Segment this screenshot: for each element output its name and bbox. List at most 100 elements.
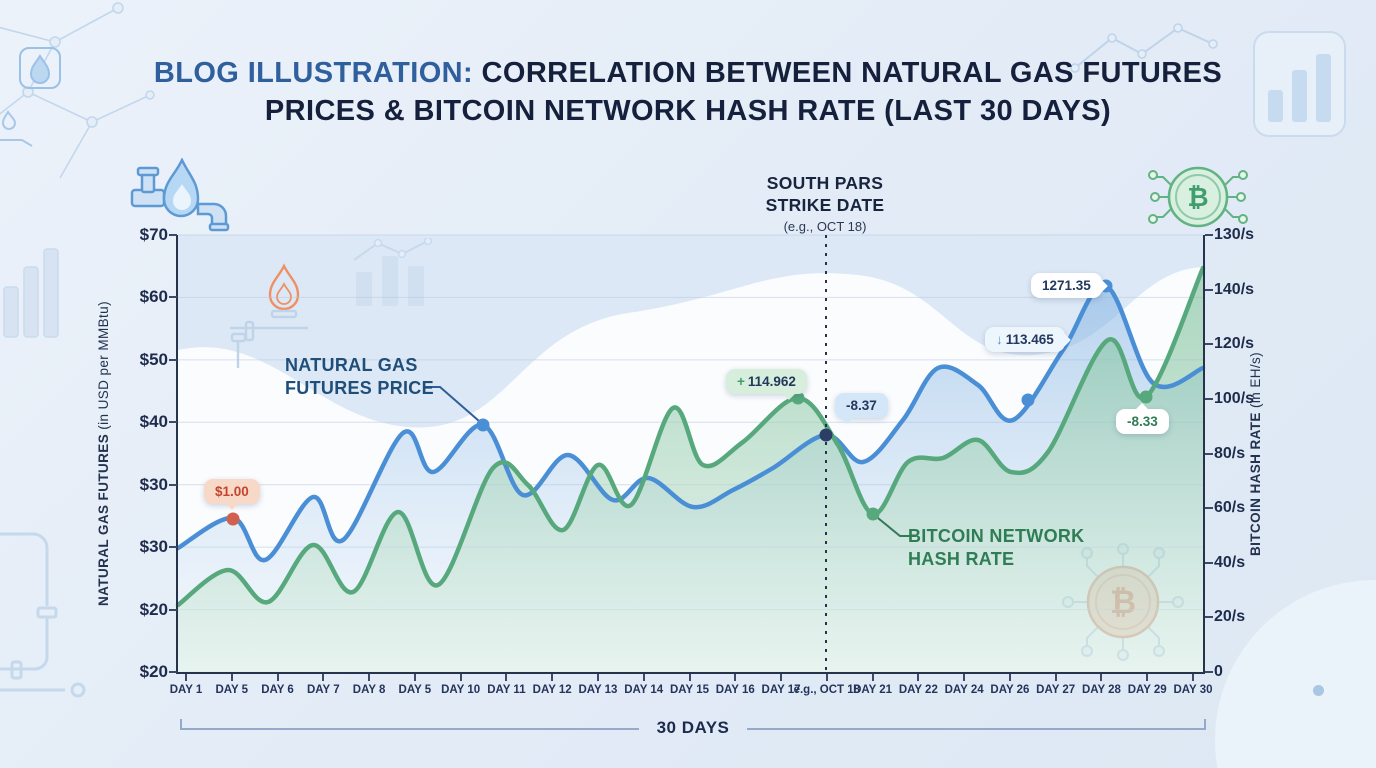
pipes-doodle-bottom-left — [0, 532, 86, 698]
x-axis-tick-label: DAY 8 — [352, 684, 386, 696]
left-axis-tick-label: $20 — [139, 599, 168, 619]
gas-peak-badge: 1271.35 — [1031, 273, 1102, 298]
x-axis-tickmark — [276, 674, 279, 681]
strike-date-label: SOUTH PARS STRIKE DATE (e.g., OCT 18) — [765, 173, 885, 234]
right-axis-tick-label: 80/s — [1214, 444, 1246, 462]
left-axis-tickmark — [169, 234, 177, 236]
x-axis-line — [176, 672, 1205, 674]
x-axis-tick-label: DAY 10 — [441, 684, 481, 696]
x-axis-tickmark — [551, 674, 554, 681]
down-arrow-icon: ↓ — [996, 332, 1003, 347]
x-axis-tickmark — [825, 674, 828, 681]
x-axis-tickmark — [413, 674, 416, 681]
x-axis-tick-label: DAY 16 — [715, 684, 755, 696]
x-axis-tick-label: DAY 12 — [532, 684, 572, 696]
x-axis-tick-label: DAY 29 — [1127, 684, 1167, 696]
x-axis-tickmark — [1008, 674, 1011, 681]
x-axis-tick-label: DAY 13 — [578, 684, 618, 696]
left-axis-tickmark — [169, 358, 177, 361]
x-axis-tick-label: DAY 15 — [669, 684, 709, 696]
x-axis-tickmark — [368, 674, 371, 681]
left-axis-tick-label: $30 — [139, 537, 168, 557]
barchart-doodle-left — [3, 248, 59, 338]
chart-curves — [175, 234, 1206, 673]
x-axis-tick-label: DAY 1 — [169, 684, 203, 696]
plus-icon: + — [737, 374, 745, 389]
x-axis-tickmark — [871, 674, 874, 681]
x-axis-tick-label: DAY 30 — [1173, 684, 1213, 696]
bracket-line — [182, 728, 639, 730]
x-axis-tickmark — [963, 674, 966, 681]
x-axis-tick-label: DAY 5 — [398, 684, 432, 696]
price-flag-badge: $1.00 — [204, 479, 260, 504]
right-axis-tick-label: 100/s — [1214, 389, 1255, 407]
trend-doodle-top-right — [1070, 23, 1218, 73]
x-axis-tickmark — [230, 674, 233, 681]
left-axis-tickmark — [169, 546, 177, 549]
right-axis-tick-label: 140/s — [1214, 280, 1255, 298]
barchart-badge-top-right — [1253, 31, 1346, 137]
flame-badge-icon — [19, 47, 61, 89]
hash-drop-badge: -8.33 — [1116, 409, 1169, 434]
right-axis-tickmark — [1205, 671, 1213, 673]
right-axis-tick-label: 20/s — [1214, 608, 1246, 626]
right-axis-line — [1203, 235, 1205, 674]
x-axis-tickmark — [688, 674, 691, 681]
x-axis-tickmark — [1054, 674, 1057, 681]
bitcoin-circuit-icon-green: ₿ — [1148, 166, 1248, 228]
svg-text:₿: ₿ — [1187, 182, 1208, 212]
left-axis-tick-label: $60 — [139, 287, 168, 307]
legend-hash-rate: BITCOIN NETWORK HASH RATE — [908, 526, 1085, 569]
left-axis-tickmark — [169, 483, 177, 486]
left-axis-tickmark — [169, 296, 177, 299]
right-axis-tick-label: 60/s — [1214, 499, 1246, 517]
x-axis-tickmark — [322, 674, 325, 681]
left-axis-tick-label: $20 — [139, 662, 168, 681]
x-range-bracket: 30 DAYS — [180, 718, 1206, 737]
legend-gas-price: NATURAL GAS FUTURES PRICE — [285, 355, 434, 398]
right-axis-tickmark — [1205, 507, 1213, 510]
x-axis-tickmark — [1100, 674, 1103, 681]
right-axis-tickmark — [1205, 561, 1213, 564]
x-range-label: 30 DAYS — [656, 718, 730, 737]
title-accent: BLOG ILLUSTRATION: — [153, 57, 474, 89]
right-axis-tick-label: 130/s — [1214, 226, 1255, 243]
x-axis-tick-label: DAY 21 — [853, 684, 893, 696]
right-axis-tickmark — [1205, 343, 1213, 346]
x-axis-tick-label: DAY 26 — [990, 684, 1030, 696]
left-axis-line — [176, 235, 178, 674]
network-doodle-top-left — [0, 2, 155, 179]
dot-decoration — [1313, 685, 1324, 696]
x-axis-tickmark — [642, 674, 645, 681]
flame-pipe-doodle — [230, 263, 308, 368]
gas-flame-icon — [130, 158, 230, 232]
left-axis-tick-label: $50 — [139, 349, 168, 369]
bracket-line — [747, 728, 1204, 730]
right-axis-title: BITCOIN HASH RATE (in EH/s) — [1248, 351, 1263, 556]
x-axis-tickmark — [1192, 674, 1194, 681]
right-axis-tickmark — [1205, 397, 1213, 400]
x-axis-tick-label: DAY 27 — [1036, 684, 1076, 696]
right-axis-tickmark — [1205, 616, 1213, 619]
x-axis-tick-label: DAY 17 — [761, 684, 801, 696]
page-title: BLOG ILLUSTRATION: CORRELATION BETWEEN N… — [153, 57, 1223, 128]
x-axis-tickmark — [596, 674, 599, 681]
x-axis-tickmark — [917, 674, 920, 681]
x-axis-tickmark — [1146, 674, 1149, 681]
x-axis-tick-label: e.g., OCT 18 — [793, 684, 861, 696]
right-axis-tickmark — [1205, 288, 1213, 291]
hand-drop-icon — [0, 110, 33, 147]
right-axis-tick-label: 120/s — [1214, 335, 1255, 353]
right-axis-tickmark — [1205, 452, 1213, 455]
right-axis-tickmark — [1205, 234, 1213, 236]
hash-peak-badge: +114.962 — [726, 369, 807, 394]
left-axis-tickmark — [169, 421, 177, 424]
left-axis-tickmark — [169, 671, 177, 673]
x-axis-tick-label: DAY 7 — [307, 684, 340, 696]
x-axis-tickmark — [505, 674, 508, 681]
x-axis-tickmark — [780, 674, 783, 681]
hash-mid-badge: ↓ 113.465 — [985, 327, 1065, 352]
x-axis-tick-label: DAY 14 — [624, 684, 664, 696]
left-axis-tick-label: $70 — [139, 225, 168, 244]
